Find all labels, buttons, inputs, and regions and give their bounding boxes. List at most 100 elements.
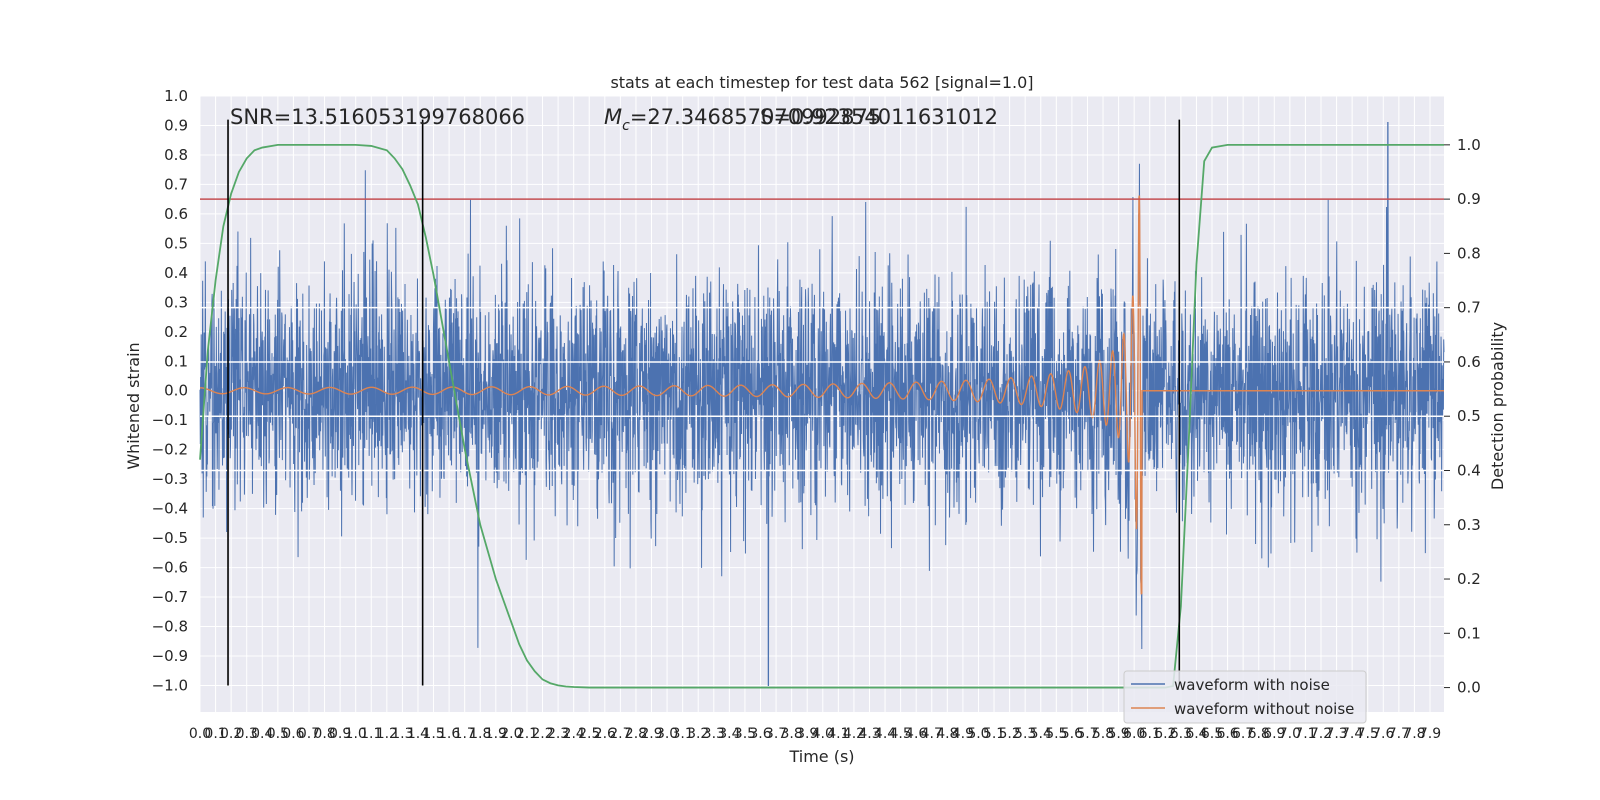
x-tick-label: 5.7 [1076, 726, 1098, 742]
y-tick-label-left: −0.9 [152, 647, 188, 665]
x-tick-label: 4.4 [874, 726, 896, 742]
vertical-markers [227, 119, 1181, 686]
y-tick-label-right: 0.4 [1457, 461, 1481, 479]
y-tick-label-right: 0.7 [1457, 299, 1481, 317]
x-tick-label: 5.0 [967, 726, 989, 742]
clean-waveform-layer [200, 195, 1444, 595]
x-tick-label: 6.1 [1139, 726, 1161, 742]
x-tick-label: 3.1 [672, 726, 694, 742]
x-tick-label: 5.3 [1014, 726, 1036, 742]
y-tick-label-right: 0.3 [1457, 516, 1481, 534]
x-tick-label: 2.5 [578, 726, 600, 742]
detection-probability-line [199, 143, 1444, 689]
x-tick-label: 6.4 [1185, 726, 1207, 742]
x-tick-label: 7.8 [1403, 726, 1425, 742]
y-tick-label-left: 0.3 [164, 293, 188, 311]
x-tick-label: 6.2 [1154, 726, 1176, 742]
x-tick-label: 0.6 [282, 726, 304, 742]
x-tick-label: 7.1 [1294, 726, 1316, 742]
x-tick-label: 1.0 [345, 726, 367, 742]
x-tick-label: 7.5 [1357, 726, 1379, 742]
y-tick-label-left: 0.4 [164, 264, 188, 282]
x-tick-label: 3.3 [703, 726, 725, 742]
x-tick-label: 4.5 [889, 726, 911, 742]
x-tick-label: 6.5 [1201, 726, 1223, 742]
x-tick-label: 6.7 [1232, 726, 1254, 742]
y-tick-label-left: 0.6 [164, 205, 188, 223]
y-tick-label-right: 0.9 [1457, 190, 1481, 208]
x-tick-label: 5.8 [1092, 726, 1114, 742]
legend-label-clean: waveform without noise [1174, 700, 1354, 718]
chirp-mass-annotation: Mc=27.346857070992875 [604, 105, 881, 134]
chirp-mass-symbol: M [604, 105, 622, 129]
x-tick-label: 4.7 [921, 726, 943, 742]
x-tick-label: 3.8 [781, 726, 803, 742]
x-tick-label: 0.7 [298, 726, 320, 742]
x-tick-label: 1.4 [407, 726, 429, 742]
x-tick-label: 6.3 [1170, 726, 1192, 742]
x-tick-label: 3.2 [687, 726, 709, 742]
y-tick-label-right: 0.0 [1457, 679, 1481, 697]
y-tick-label-left: 0.0 [164, 382, 188, 400]
x-tick-label: 0.9 [329, 726, 351, 742]
x-tick-label: 4.0 [812, 726, 834, 742]
x-tick-label: 1.2 [376, 726, 398, 742]
x-tick-label: 7.4 [1341, 726, 1363, 742]
y-tick-label-left: −0.8 [152, 618, 188, 636]
x-tick-label: 5.1 [983, 726, 1005, 742]
x-tick-label: 3.5 [734, 726, 756, 742]
x-tick-label: 2.7 [609, 726, 631, 742]
x-tick-label: 7.6 [1372, 726, 1394, 742]
legend-box [1123, 670, 1367, 724]
x-tick-label: 6.9 [1263, 726, 1285, 742]
x-tick-label: 1.7 [454, 726, 476, 742]
x-tick-labels: 0.00.10.20.30.40.50.60.70.80.91.01.11.21… [189, 726, 1441, 742]
x-tick-label: 4.8 [936, 726, 958, 742]
x-tick-label: 5.4 [1030, 726, 1052, 742]
chart-title: stats at each timestep for test data 562… [610, 73, 1033, 92]
y-tick-labels-right: 0.0 0.1 0.2 0.3 0.4 0.5 0.6 0.7 0.8 0.9 1.0 [1444, 136, 1481, 697]
y-tick-label-left: −0.4 [152, 500, 188, 518]
y-tick-label-right: 1.0 [1457, 136, 1481, 154]
x-tick-label: 4.1 [827, 726, 849, 742]
x-tick-label: 2.1 [516, 726, 538, 742]
overlap-annotation: S=0.92354011631012 [760, 105, 998, 129]
x-tick-label: 2.3 [547, 726, 569, 742]
x-tick-label: 0.2 [220, 726, 242, 742]
x-tick-label: 0.5 [267, 726, 289, 742]
y-tick-label-right: 0.5 [1457, 407, 1481, 425]
x-tick-label: 4.3 [858, 726, 880, 742]
x-tick-label: 2.4 [563, 726, 585, 742]
x-tick-label: 2.0 [500, 726, 522, 742]
x-tick-label: 1.5 [422, 726, 444, 742]
x-tick-label: 0.4 [251, 726, 273, 742]
x-tick-label: 4.2 [843, 726, 865, 742]
x-tick-label: 5.5 [1045, 726, 1067, 742]
chirp-mass-value: =27.346857070992875 [630, 105, 881, 129]
y-tick-label-left: −1.0 [152, 676, 188, 694]
x-tick-label: 3.9 [796, 726, 818, 742]
y-tick-label-left: −0.7 [152, 588, 188, 606]
y-axis-label-right: Detection probability [1488, 322, 1507, 490]
y-tick-label-left: 1.0 [164, 87, 188, 105]
x-tick-label: 3.0 [656, 726, 678, 742]
y-tick-label-left: 0.1 [164, 352, 188, 370]
y-tick-label-left: 0.2 [164, 323, 188, 341]
x-tick-label: 3.4 [718, 726, 740, 742]
y-tick-label-left: −0.2 [152, 441, 188, 459]
waveform-without-noise-line [200, 195, 1444, 595]
x-axis-label: Time (s) [788, 747, 854, 766]
x-tick-label: 2.8 [625, 726, 647, 742]
y-tick-label-left: −0.5 [152, 529, 188, 547]
y-tick-label-left: −0.1 [152, 411, 188, 429]
y-tick-labels-left: −1.0 −0.9 −0.8 −0.7 −0.6 −0.5 −0.4 −0.3 −0.2 −0.1… [152, 87, 188, 694]
x-tick-label: 6.6 [1216, 726, 1238, 742]
y-tick-label-left: −0.6 [152, 559, 188, 577]
y-tick-label-left: −0.3 [152, 470, 188, 488]
y-tick-label-right: 0.6 [1457, 353, 1481, 371]
x-tick-label: 4.6 [905, 726, 927, 742]
x-tick-label: 2.9 [640, 726, 662, 742]
probability-layer [199, 143, 1444, 689]
x-tick-label: 7.7 [1388, 726, 1410, 742]
x-tick-label: 7.0 [1279, 726, 1301, 742]
